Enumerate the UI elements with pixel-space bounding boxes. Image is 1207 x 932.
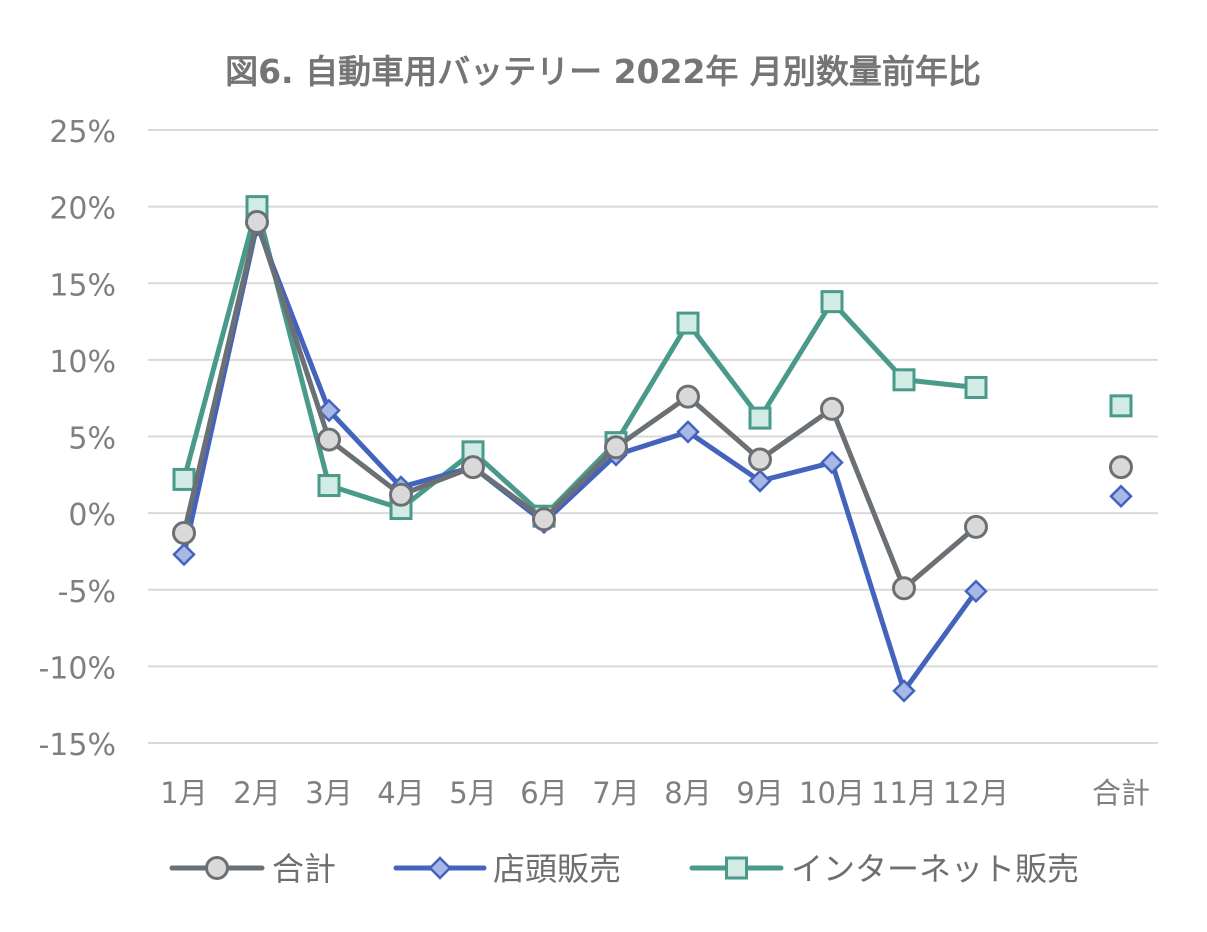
data-point — [892, 679, 916, 703]
data-point — [725, 856, 748, 880]
y-tick-label: 0% — [68, 498, 116, 533]
x-tick-label: 12月 — [943, 776, 1009, 810]
x-tick-label: 5月 — [449, 776, 496, 810]
data-point — [1109, 394, 1133, 418]
data-point — [820, 290, 844, 314]
data-point — [389, 482, 413, 507]
legend-item: インターネット販売 — [689, 850, 1079, 888]
data-point — [317, 474, 341, 498]
data-point — [317, 398, 341, 423]
data-point — [428, 856, 452, 880]
x-tick-label: 8月 — [664, 776, 711, 810]
data-point — [892, 576, 916, 601]
legend: 合計 店頭販売 インターネット販売 — [169, 850, 1079, 888]
series-line — [181, 204, 979, 519]
data-point — [604, 435, 628, 460]
gridlines — [148, 129, 1158, 744]
series-line — [181, 222, 979, 694]
data-point — [820, 450, 844, 475]
x-tick-label: 4月 — [377, 776, 424, 810]
x-tick-label: 1月 — [160, 776, 207, 810]
series-group — [172, 195, 1133, 703]
data-point — [317, 427, 341, 452]
data-point — [676, 420, 700, 444]
data-point — [172, 542, 196, 567]
x-axis: 1月 2月 3月 4月 5月 6月 7月 8月 9月 10月 11月 12月 合計 — [160, 776, 1150, 810]
data-point — [1109, 455, 1133, 480]
data-point — [748, 469, 772, 493]
legend-item: 合計 — [169, 850, 336, 888]
x-tick-label: 6月 — [520, 776, 567, 810]
y-tick-label: 20% — [49, 192, 116, 227]
y-tick-label: 10% — [49, 345, 116, 380]
data-point — [964, 514, 988, 539]
data-point — [964, 579, 988, 604]
data-point — [676, 311, 700, 335]
data-point — [205, 856, 229, 880]
y-tick-label: 15% — [49, 268, 116, 303]
y-tick-label: 25% — [49, 115, 116, 150]
y-tick-label: -10% — [38, 651, 116, 686]
series-0 — [172, 209, 1133, 601]
legend-label: 合計 — [272, 850, 336, 888]
x-tick-label: 7月 — [592, 776, 639, 810]
y-tick-label: -15% — [38, 728, 116, 763]
data-point — [461, 455, 485, 480]
legend-label: インターネット販売 — [791, 850, 1079, 888]
x-tick-label: 10月 — [799, 776, 865, 810]
chart-title: 図6. 自動車用バッテリー 2022年 月別数量前年比 — [225, 52, 981, 91]
data-point — [820, 396, 844, 421]
series-1 — [172, 213, 1133, 703]
y-tick-label: 5% — [68, 422, 116, 457]
x-tick-label: 合計 — [1092, 776, 1150, 810]
data-point — [172, 467, 196, 491]
y-tick-label: -5% — [58, 575, 116, 610]
data-point — [892, 368, 916, 392]
data-point — [748, 406, 772, 430]
x-tick-label: 9月 — [736, 776, 783, 810]
data-point — [245, 209, 269, 234]
data-point — [172, 521, 196, 546]
x-tick-label: 3月 — [305, 776, 352, 810]
data-point — [964, 375, 988, 399]
series-line — [181, 219, 979, 591]
y-axis: 25% 20% 15% 10% 5% 0% -5% -10% -15% — [38, 115, 116, 763]
legend-item: 店頭販売 — [393, 850, 621, 888]
data-point — [532, 507, 556, 532]
series-2 — [172, 195, 1133, 528]
x-tick-label: 2月 — [233, 776, 280, 810]
data-point — [748, 447, 772, 472]
legend-label: 店頭販売 — [493, 850, 621, 888]
x-tick-label: 11月 — [871, 776, 937, 810]
data-point — [676, 384, 700, 409]
data-point — [1109, 484, 1133, 509]
